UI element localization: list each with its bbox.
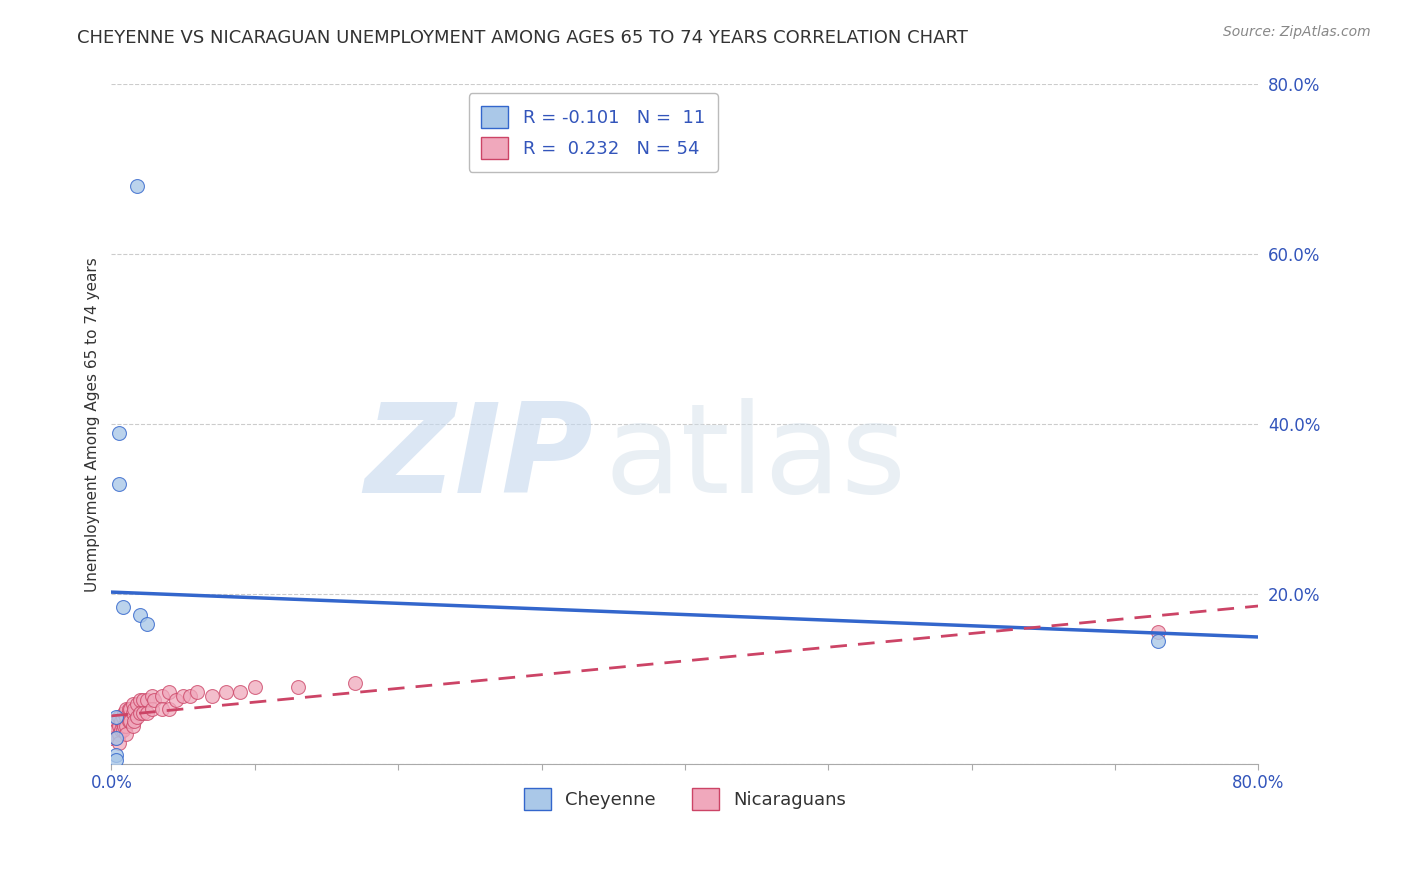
Point <box>127 698 149 712</box>
Point <box>112 706 135 720</box>
Point <box>136 616 159 631</box>
Point <box>104 714 127 729</box>
Point <box>114 718 136 732</box>
Point <box>141 689 163 703</box>
Point <box>129 693 152 707</box>
Point <box>104 748 127 763</box>
Point <box>110 714 132 729</box>
Point <box>287 681 309 695</box>
Point <box>172 689 194 703</box>
Point <box>111 723 134 737</box>
Point <box>118 701 141 715</box>
Point <box>229 684 252 698</box>
Text: Source: ZipAtlas.com: Source: ZipAtlas.com <box>1223 25 1371 39</box>
Point <box>136 693 159 707</box>
Point <box>117 714 139 729</box>
Point <box>107 425 129 440</box>
Point <box>112 718 135 732</box>
Y-axis label: Unemployment Among Ages 65 to 74 years: Unemployment Among Ages 65 to 74 years <box>86 257 100 591</box>
Point <box>165 693 187 707</box>
Point <box>122 698 145 712</box>
Point <box>107 718 129 732</box>
Point <box>1147 625 1170 640</box>
Point <box>124 714 146 729</box>
Point <box>186 684 208 698</box>
Point <box>107 736 129 750</box>
Point <box>124 701 146 715</box>
Point <box>157 701 180 715</box>
Point <box>118 714 141 729</box>
Point <box>107 710 129 724</box>
Point <box>344 676 367 690</box>
Point <box>100 718 122 732</box>
Point <box>179 689 201 703</box>
Point <box>107 476 129 491</box>
Point <box>104 723 127 737</box>
Point <box>1147 633 1170 648</box>
Point <box>127 179 149 194</box>
Point <box>114 727 136 741</box>
Point <box>117 701 139 715</box>
Point <box>127 710 149 724</box>
Point <box>111 599 134 614</box>
Text: atlas: atlas <box>605 398 907 518</box>
Point <box>129 608 152 623</box>
Point <box>150 701 173 715</box>
Text: ZIP: ZIP <box>364 398 593 518</box>
Point <box>150 689 173 703</box>
Point <box>157 684 180 698</box>
Point <box>107 727 129 741</box>
Point <box>141 701 163 715</box>
Point <box>136 706 159 720</box>
Point <box>104 710 127 724</box>
Point <box>104 731 127 746</box>
Text: CHEYENNE VS NICARAGUAN UNEMPLOYMENT AMONG AGES 65 TO 74 YEARS CORRELATION CHART: CHEYENNE VS NICARAGUAN UNEMPLOYMENT AMON… <box>77 29 969 46</box>
Point <box>201 689 224 703</box>
Point <box>132 693 155 707</box>
Point <box>122 718 145 732</box>
Point <box>104 731 127 746</box>
Point <box>122 706 145 720</box>
Point <box>132 706 155 720</box>
Point <box>104 753 127 767</box>
Point <box>215 684 238 698</box>
Legend: Cheyenne, Nicaraguans: Cheyenne, Nicaraguans <box>510 775 859 822</box>
Point <box>110 723 132 737</box>
Point <box>111 710 134 724</box>
Point <box>143 693 166 707</box>
Point <box>243 681 266 695</box>
Point <box>114 701 136 715</box>
Point <box>100 731 122 746</box>
Point <box>129 706 152 720</box>
Point <box>114 710 136 724</box>
